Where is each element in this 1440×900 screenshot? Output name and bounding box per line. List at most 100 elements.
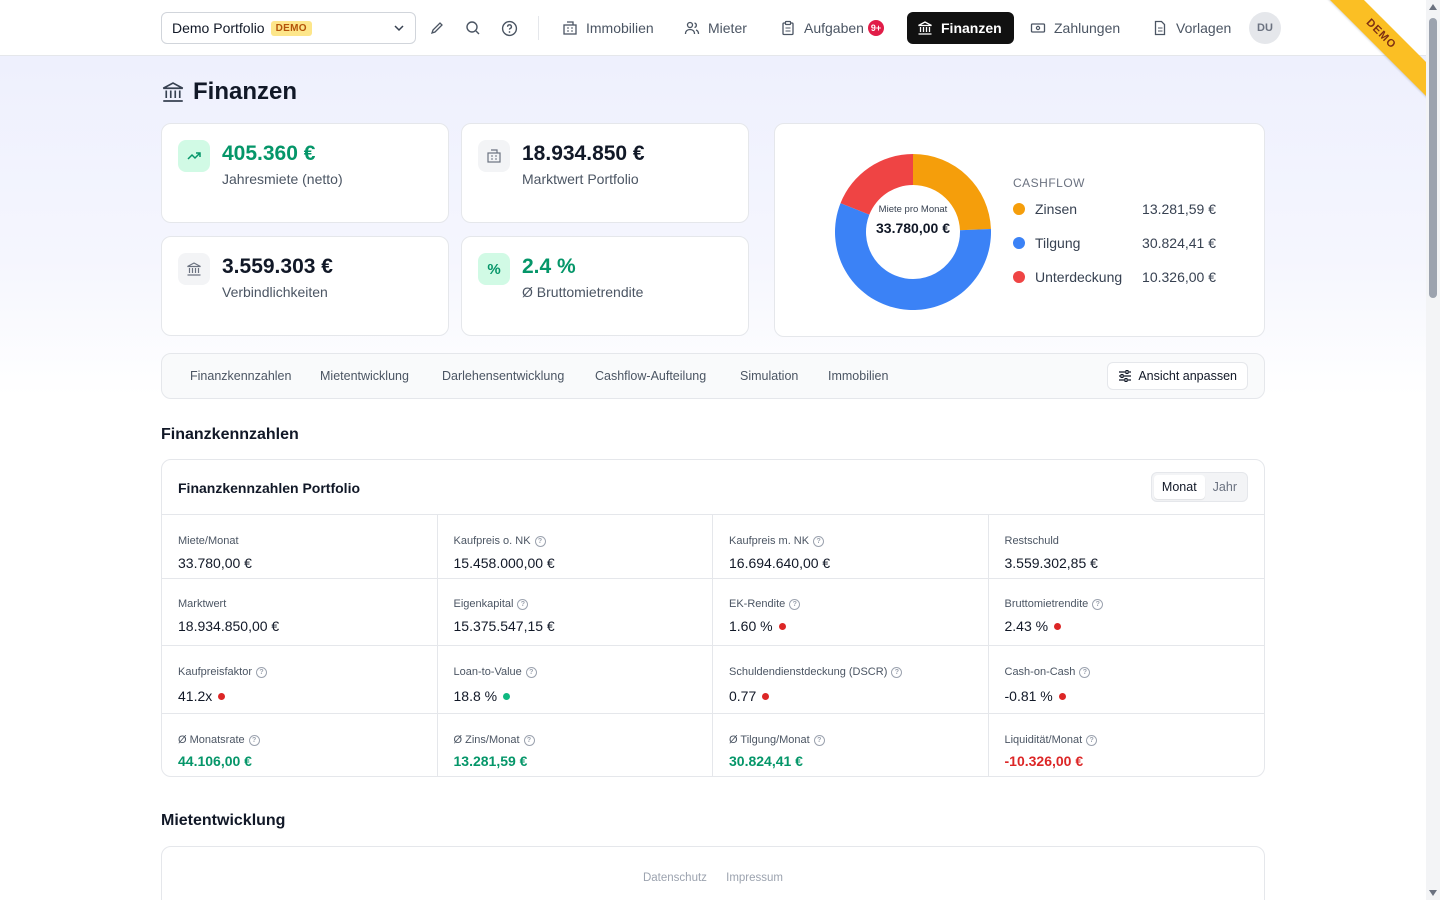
- document-icon: [1154, 20, 1166, 36]
- legend-dot: [1013, 271, 1025, 283]
- info-icon[interactable]: ?: [517, 598, 529, 610]
- nav-label: Mieter: [708, 20, 747, 36]
- metric-value: 33.780,00 €: [178, 555, 252, 571]
- metric-label: Bruttomietrendite?: [1005, 598, 1104, 610]
- legend-dot: [1013, 203, 1025, 215]
- legend-value: 13.281,59 €: [1142, 201, 1216, 217]
- metric-value: 0.77: [729, 688, 770, 704]
- metric-value: 1.60 %: [729, 618, 786, 634]
- scroll-thumb[interactable]: [1429, 18, 1437, 298]
- info-icon[interactable]: ?: [525, 666, 537, 678]
- section-tabs: Finanzkennzahlen Mietentwicklung Darlehe…: [161, 353, 1265, 399]
- donut-center-value: 33.780,00 €: [876, 220, 950, 236]
- search-icon[interactable]: [463, 18, 483, 38]
- user-avatar[interactable]: DU: [1249, 12, 1281, 44]
- metric-value-text: 2.43 %: [1004, 618, 1049, 634]
- metric-value-text: 15.375.547,15 €: [453, 618, 555, 634]
- metric-value-text: 44.106,00 €: [178, 753, 252, 769]
- metric-value: 44.106,00 €: [178, 753, 252, 769]
- imprint-link[interactable]: Impressum: [726, 872, 783, 884]
- privacy-link[interactable]: Datenschutz: [642, 872, 707, 884]
- metric-label-text: Ø Tilgung/Monat: [729, 734, 810, 746]
- clipboard-icon: [782, 20, 794, 36]
- tab-finanzkennzahlen[interactable]: Finanzkennzahlen: [190, 369, 292, 383]
- scroll-up-arrow[interactable]: [1429, 4, 1437, 10]
- metric-cell: Ø Zins/Monat? 13.281,59 €: [438, 714, 713, 776]
- donut-center-label: Miete pro Monat: [878, 204, 948, 215]
- metric-label-text: Miete/Monat: [178, 535, 239, 547]
- legend-name: Unterdeckung: [1035, 269, 1123, 285]
- nav-divider: [538, 16, 539, 40]
- info-icon[interactable]: ?: [813, 734, 825, 746]
- metric-cell: Schuldendienstdeckung (DSCR)? 0.77: [713, 646, 989, 713]
- metric-label: Kaufpreisfaktor?: [178, 666, 267, 678]
- info-icon[interactable]: ?: [523, 734, 535, 746]
- portfolio-name: Demo Portfolio: [172, 20, 265, 36]
- info-icon[interactable]: ?: [1086, 734, 1098, 746]
- info-icon[interactable]: ?: [1079, 666, 1091, 678]
- help-icon[interactable]: [499, 18, 519, 38]
- kpi-value: 2.4 %: [522, 255, 576, 278]
- metric-cell: Loan-to-Value? 18.8 %: [438, 646, 713, 713]
- kpi-card-annual-rent: 405.360 € Jahresmiete (netto): [161, 123, 449, 223]
- demo-badge: DEMO: [270, 20, 312, 36]
- nav-item-zahlungen[interactable]: Zahlungen: [1020, 12, 1130, 44]
- donut-slice-tilgung[interactable]: [835, 203, 991, 310]
- tab-darlehensentwicklung[interactable]: Darlehensentwicklung: [442, 369, 565, 383]
- footer: Datenschutz Impressum: [0, 872, 1426, 884]
- metric-value: 15.458.000,00 €: [454, 555, 555, 571]
- rent-development-panel: [161, 846, 1265, 900]
- panel-title: Finanzkennzahlen Portfolio: [178, 480, 361, 496]
- metric-cell: Kaufpreis o. NK? 15.458.000,00 €: [438, 515, 713, 578]
- scrollbar[interactable]: [1426, 0, 1440, 900]
- info-icon[interactable]: ?: [789, 598, 801, 610]
- top-navigation: Demo Portfolio DEMO Immobilien Mieter Au…: [0, 0, 1426, 56]
- scroll-down-arrow[interactable]: [1429, 890, 1437, 896]
- period-year-button[interactable]: Jahr: [1212, 480, 1237, 494]
- period-month-button[interactable]: Monat: [1153, 475, 1205, 499]
- donut-slice-unterdeckung[interactable]: [840, 154, 913, 215]
- metric-value-text: 13.281,59 €: [453, 753, 528, 769]
- customize-view-button[interactable]: Ansicht anpassen: [1107, 362, 1248, 390]
- kpi-label: Jahresmiete (netto): [222, 171, 343, 187]
- info-icon[interactable]: ?: [248, 734, 260, 746]
- metric-label-text: Kaufpreis m. NK: [729, 535, 810, 547]
- metric-value: -10.326,00 €: [1005, 753, 1084, 769]
- nav-item-mieter[interactable]: Mieter: [674, 12, 757, 44]
- metric-value-text: 16.694.640,00 €: [729, 555, 831, 571]
- nav-item-immobilien[interactable]: Immobilien: [552, 12, 664, 44]
- info-icon[interactable]: ?: [891, 666, 903, 678]
- nav-item-aufgaben[interactable]: Aufgaben 9+: [770, 12, 894, 44]
- info-icon[interactable]: ?: [813, 535, 825, 547]
- tab-mietentwicklung[interactable]: Mietentwicklung: [320, 369, 409, 383]
- info-icon[interactable]: ?: [534, 535, 546, 547]
- kpi-value: 405.360 €: [222, 142, 316, 165]
- status-indicator-red: [1054, 622, 1062, 630]
- cashflow-legend-tilgung: Tilgung 30.824,41 €: [1013, 233, 1216, 253]
- tab-immobilien[interactable]: Immobilien: [828, 369, 889, 383]
- demo-ribbon: DEMO: [1316, 0, 1426, 110]
- portfolio-select[interactable]: Demo Portfolio DEMO: [161, 12, 416, 44]
- info-icon[interactable]: ?: [1092, 598, 1104, 610]
- kpi-label: Marktwert Portfolio: [522, 171, 639, 187]
- donut-slice-zinsen[interactable]: [913, 154, 991, 231]
- tab-simulation[interactable]: Simulation: [740, 369, 799, 383]
- kpi-value: 18.934.850 €: [522, 142, 645, 165]
- metric-label-text: Restschuld: [1004, 535, 1059, 547]
- kpi-label: Ø Bruttomietrendite: [522, 284, 644, 300]
- nav-label: Immobilien: [586, 20, 654, 36]
- demo-ribbon-label: DEMO: [1316, 0, 1426, 103]
- legend-value: 30.824,41 €: [1142, 235, 1216, 251]
- metric-value: 18.8 %: [454, 688, 511, 704]
- nav-item-vorlagen[interactable]: Vorlagen: [1142, 12, 1241, 44]
- edit-icon[interactable]: [427, 18, 447, 38]
- legend-value: 10.326,00 €: [1142, 269, 1216, 285]
- metric-cell: Liquidität/Monat? -10.326,00 €: [989, 714, 1265, 776]
- metric-label-text: Eigenkapital: [453, 598, 514, 610]
- tab-cashflow-aufteilung[interactable]: Cashflow-Aufteilung: [595, 369, 707, 383]
- nav-item-finanzen[interactable]: Finanzen: [907, 12, 1014, 44]
- cashflow-card: Miete pro Monat 33.780,00 € CASHFLOW Zin…: [774, 123, 1265, 337]
- info-icon[interactable]: ?: [255, 666, 267, 678]
- bank-icon: [918, 21, 932, 35]
- metric-cell: Marktwert 18.934.850,00 €: [162, 579, 438, 645]
